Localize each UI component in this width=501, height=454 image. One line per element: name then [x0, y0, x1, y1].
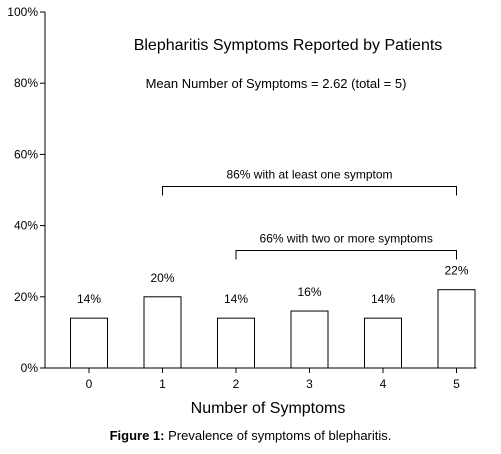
caption-label: Figure 1: — [109, 428, 165, 443]
data-label: 14% — [371, 292, 395, 306]
bars: 14% 20% 14% 16% 14% 22% — [70, 264, 476, 369]
y-tick-label: 80% — [14, 76, 38, 90]
annotation-label: 66% with two or more symptoms — [260, 232, 433, 246]
y-tick-label: 100% — [7, 5, 38, 19]
y-tick-label: 20% — [14, 290, 38, 304]
annotation-bracket — [235, 250, 457, 260]
annotation-bracket — [162, 185, 457, 196]
x-tick-label: 5 — [453, 377, 460, 391]
x-tick-label: 0 — [86, 377, 93, 391]
y-tick-label: 40% — [14, 219, 38, 233]
data-label: 22% — [444, 264, 468, 278]
data-label: 20% — [150, 271, 174, 285]
bar — [143, 296, 182, 369]
chart-title: Blepharitis Symptoms Reported by Patient… — [134, 37, 443, 54]
figure-caption: Figure 1: Prevalence of symptoms of blep… — [0, 428, 501, 443]
data-label: 14% — [77, 292, 101, 306]
x-tick-label: 2 — [233, 377, 240, 391]
bar-chart: Blepharitis Symptoms Reported by Patient… — [7, 5, 477, 417]
data-label: 16% — [297, 285, 321, 299]
chart-subtitle: Mean Number of Symptoms = 2.62 (total = … — [146, 76, 407, 91]
y-tick-label: 60% — [14, 147, 38, 161]
bar — [437, 289, 476, 369]
bar — [217, 317, 255, 369]
bar — [364, 317, 402, 369]
annotations: 86% with at least one symptom 66% with tw… — [162, 167, 457, 260]
caption-text: Prevalence of symptoms of blepharitis. — [164, 428, 392, 443]
y-tick-label: 0% — [21, 361, 39, 375]
data-label: 14% — [224, 292, 248, 306]
annotation-label: 86% with at least one symptom — [226, 167, 392, 181]
x-tick-label: 1 — [159, 377, 166, 391]
x-tick-label: 4 — [380, 377, 387, 391]
x-tick-label: 3 — [306, 377, 313, 391]
x-axis-label: Number of Symptoms — [191, 400, 346, 417]
axes: 0% 20% 40% 60% 80% 100% 0 1 2 3 4 5 — [7, 5, 477, 391]
bar — [290, 310, 329, 369]
bar — [70, 317, 108, 369]
